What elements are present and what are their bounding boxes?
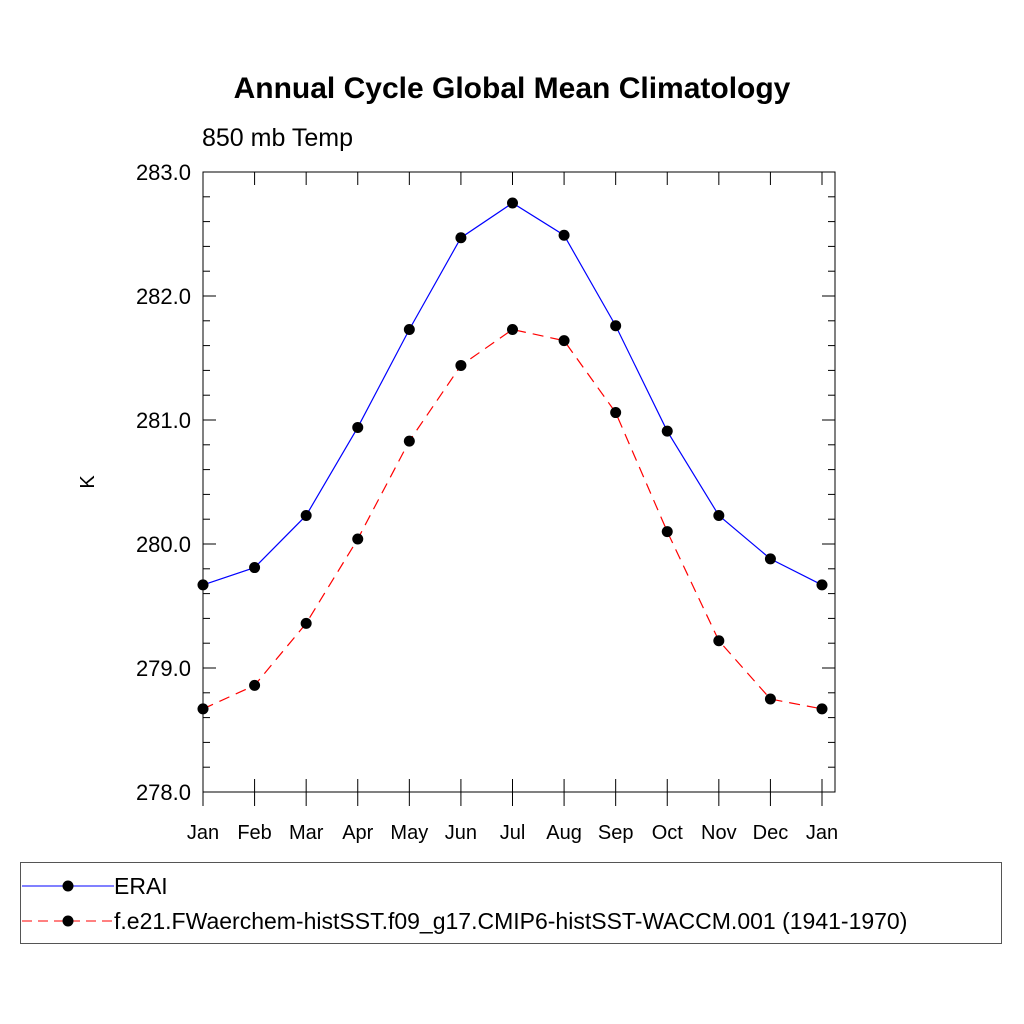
x-tick-label: Jun <box>445 822 477 844</box>
x-tick-label: Sep <box>598 822 634 844</box>
data-point <box>249 679 261 691</box>
data-point <box>816 703 828 715</box>
legend-swatch-erai <box>22 880 114 892</box>
data-point <box>403 435 415 447</box>
legend: ERAI f.e21.FWaerchem-histSST.f09_g17.CMI… <box>20 862 1002 944</box>
y-axis-label: K <box>77 475 99 489</box>
data-point <box>507 197 518 209</box>
y-tick-label: 278.0 <box>136 780 191 805</box>
x-tick-label: Oct <box>652 822 684 844</box>
axes: 278.0 279.0 280.0 281.0 282.0 283.0 Jan Feb Mar A… <box>77 160 838 844</box>
data-point <box>455 232 467 244</box>
x-tick-label: Jan <box>806 822 838 844</box>
y-tick-label: 281.0 <box>136 408 191 433</box>
plot-frame <box>202 171 836 793</box>
x-tick-label: Aug <box>546 822 582 844</box>
data-point <box>610 320 622 332</box>
x-tick-label: May <box>390 822 428 844</box>
series-0 <box>197 197 828 591</box>
data-point <box>713 509 725 521</box>
data-point <box>558 335 570 347</box>
y-tick-label: 283.0 <box>136 160 191 185</box>
legend-swatch-model <box>22 915 114 927</box>
chart-title: Annual Cycle Global Mean Climatology <box>233 72 791 105</box>
data-point <box>610 407 622 419</box>
y-tick-label: 282.0 <box>136 284 191 309</box>
data-point <box>507 323 518 335</box>
x-tick-label: Mar <box>289 822 324 844</box>
series-line-0 <box>202 202 823 586</box>
data-point <box>558 229 570 241</box>
x-tick-label: Apr <box>342 822 373 844</box>
data-point <box>403 323 415 335</box>
data-point <box>300 509 312 521</box>
data-point <box>249 562 261 574</box>
data-point <box>352 533 364 545</box>
y-tick-label: 280.0 <box>136 532 191 557</box>
series-line-1 <box>202 328 823 710</box>
data-point <box>197 703 209 715</box>
x-tick-label: Dec <box>753 822 789 844</box>
x-tick-label: Feb <box>237 822 271 844</box>
data-point <box>661 526 673 538</box>
data-point <box>764 553 776 565</box>
data-point <box>713 635 725 647</box>
x-tick-label: Jan <box>187 822 219 844</box>
x-tick-label: Nov <box>701 822 737 844</box>
series-layer <box>197 197 828 715</box>
legend-label-erai: ERAI <box>114 873 168 899</box>
data-point <box>455 359 467 371</box>
data-point <box>764 693 776 705</box>
line-chart: 278.0 279.0 280.0 281.0 282.0 283.0 Jan Feb Mar A… <box>77 160 838 844</box>
x-tick-label: Jul <box>500 822 526 844</box>
data-point <box>300 617 312 629</box>
data-point <box>197 579 209 591</box>
data-point <box>661 425 673 437</box>
data-point <box>352 421 364 433</box>
y-tick-label: 279.0 <box>136 656 191 681</box>
legend-label-model: f.e21.FWaerchem-histSST.f09_g17.CMIP6-hi… <box>114 908 908 934</box>
chart-subtitle: 850 mb Temp <box>202 124 354 152</box>
data-point <box>816 579 828 591</box>
series-1 <box>197 323 828 715</box>
